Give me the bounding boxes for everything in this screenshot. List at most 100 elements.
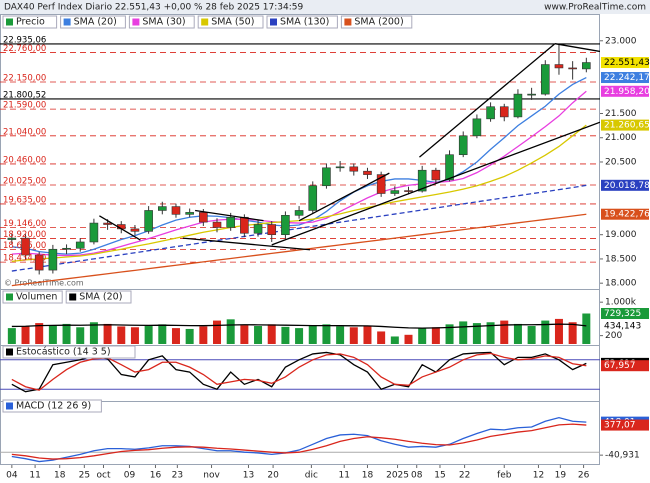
volume-bar [554,318,563,344]
candle-body [582,62,591,70]
candle-body [75,241,85,249]
volume-bar [62,323,71,344]
legend-label: SMA (130) [280,17,329,28]
volume-bar [48,325,57,344]
y-tick-label: 19.000 [605,230,637,240]
x-tick-label: 13 [243,471,254,481]
candle-body [253,224,263,234]
series-line [11,76,587,255]
trend-line [419,43,556,158]
level-label: 21.590,00 [3,101,46,111]
volume-bar [390,336,399,344]
last-value-box [601,360,649,372]
legend-swatch [270,18,277,26]
volume-bar [308,325,317,344]
x-tick-label: 11 [29,471,40,481]
candle-body [281,215,290,236]
volume-bar [130,327,139,344]
candle-body [445,154,454,181]
volume-bar [185,328,194,344]
x-tick-label: 11 [338,471,349,481]
last-value-label: 377,07 [604,421,636,431]
volume-bar [158,324,167,344]
legend-box [60,15,126,29]
volume-bar [213,320,222,344]
last-value-label: 729,325 [604,309,641,319]
volume-bar [541,320,550,344]
x-tick-label: 20 [267,471,279,481]
x-tick-label: 25 [79,471,90,481]
volume-bar [322,324,331,344]
candle-body [322,167,331,187]
volume-bar [500,320,509,344]
candle-body [267,224,277,236]
volume-bar [171,328,180,344]
candle-body [513,93,523,118]
volume-bar [459,321,468,344]
candle-body [335,166,345,169]
volume-bar [527,326,536,344]
candle-body [554,64,564,69]
volume-bar [336,326,345,344]
series-line [11,351,587,393]
x-tick-label: 15 [434,471,445,481]
x-tick-label: oct [96,471,110,481]
level-label: 20.025,00 [3,177,46,187]
trend-line [298,172,390,222]
y-tick-label: 200 [605,331,622,341]
volume-bar [199,326,208,344]
candle-body [212,221,222,228]
candle-body [308,185,318,211]
candle-body [62,247,71,250]
legend-swatch [344,18,352,26]
legend-label: Volumen [16,292,57,303]
candle-body [144,210,153,232]
y-tick-label: 18.500 [605,254,637,264]
last-value-label: 21.958,20 [604,87,650,97]
level-label: 19.635,00 [3,195,46,205]
candle-body [240,216,249,234]
volume-bar [349,327,358,344]
legend-label: SMA (200) [354,17,403,28]
volume-bar [418,328,427,344]
volume-bar [7,328,16,344]
last-value-box [601,419,649,431]
last-value-box [601,72,649,84]
legend-swatch [6,402,13,410]
candle-body [417,169,427,192]
series-line [11,213,587,287]
series-line [11,184,587,272]
level-label: 20.460,00 [3,155,46,165]
candle-body [363,170,372,175]
last-value-box [601,320,649,332]
level-label: 18.695,00 [3,241,46,251]
last-value-label: 22.242,17 [604,73,650,83]
candle-body [103,222,112,225]
volume-bar [363,325,372,344]
volume-bar [295,328,304,344]
series-line [11,90,587,257]
watermark: © ProRealTime.com [4,279,84,288]
volume-bar [404,334,413,344]
legend-box [2,290,63,304]
x-tick-label: 16 [150,471,162,481]
volume-bar [582,313,591,344]
legend-swatch [6,18,13,26]
volume-bar [103,323,112,344]
series-line [11,416,587,463]
candle-body [458,135,468,156]
x-tick-label: 08 [411,471,423,481]
legend-box [266,15,338,29]
volume-bar [117,326,126,344]
last-value-box [601,57,649,69]
candle-body [199,212,208,223]
legend-swatch [69,293,77,301]
candle-body [48,248,58,271]
candle-body [21,237,30,256]
last-value-label: 434,143 [604,321,641,331]
candle-body [349,166,359,172]
y-tick-label: -40,931 [605,451,640,461]
volume-bar [21,326,30,344]
volume-bar [254,326,263,344]
